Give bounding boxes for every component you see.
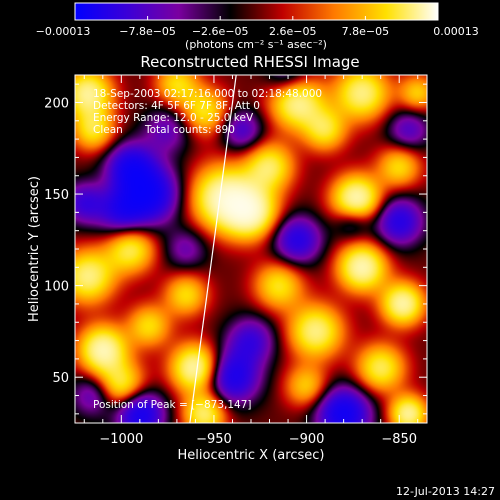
- method-text: Clean: [93, 124, 123, 136]
- footer-timestamp: 12-Jul-2013 14:27: [396, 485, 495, 498]
- y-tick-label: 50: [52, 371, 69, 386]
- y-tick-label: 150: [44, 188, 69, 203]
- colorbar-tick-label: −7.8e−05: [119, 25, 176, 38]
- total-counts-text: Total counts: 890: [144, 124, 235, 136]
- x-tick-label: −950: [196, 432, 232, 447]
- x-axis-ticks: −1000 −950 −900 −850: [83, 75, 419, 447]
- colorbar-tick-label: −0.00013: [36, 25, 91, 38]
- plot-area: −1000 −950 −900 −850 50 100 150 200: [44, 74, 428, 447]
- y-tick-label: 200: [44, 96, 69, 111]
- x-tick-label: −900: [289, 432, 325, 447]
- peak-position-text: Position of Peak = [−873,147]: [93, 399, 252, 411]
- colorbar-tick-label: 2.6e−05: [269, 25, 316, 38]
- x-tick-label: −850: [381, 432, 417, 447]
- y-axis-title: Heliocentric Y (arcsec): [27, 176, 42, 322]
- colorbar-tick-labels: −0.00013 −7.8e−05 −2.6e−05 2.6e−05 7.8e−05 0.…: [36, 25, 479, 38]
- time-range-text: 18-Sep-2003 02:17:16.000 to 02:18:48.000: [93, 88, 322, 100]
- solar-limb-line: [189, 74, 237, 424]
- x-tick-label: −1000: [99, 432, 143, 447]
- colorbar-tick-label: 7.8e−05: [342, 25, 389, 38]
- colorbar: [74, 2, 439, 21]
- x-axis-title: Heliocentric X (arcsec): [178, 448, 325, 463]
- y-axis-ticks: 50 100 150 200: [44, 83, 427, 415]
- energy-range-text: Energy Range: 12.0 - 25.0 keV: [93, 112, 254, 124]
- info-overlay: 18-Sep-2003 02:17:16.000 to 02:18:48.000…: [93, 88, 322, 411]
- chart-title: Reconstructed RHESSI Image: [140, 53, 359, 71]
- colorbar-tick-label: −2.6e−05: [192, 25, 249, 38]
- colorbar-units-label: (photons cm⁻² s⁻¹ asec⁻²): [185, 38, 327, 51]
- heatmap-image: [75, 75, 427, 423]
- colorbar-tick-label: 0.00013: [433, 25, 479, 38]
- detectors-text: Detectors: 4F 5F 6F 7F 8F, Att 0: [93, 100, 260, 112]
- colorbar-ticks: [74, 16, 439, 20]
- y-tick-label: 100: [44, 280, 69, 295]
